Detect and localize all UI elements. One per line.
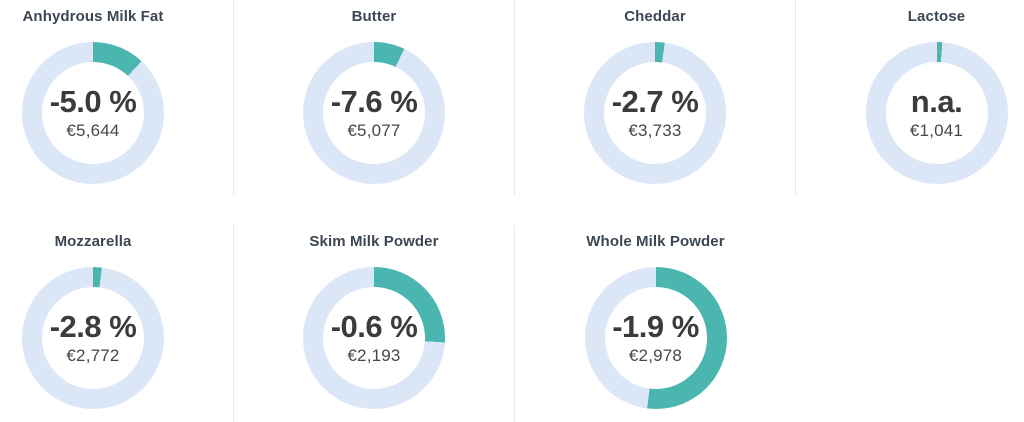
empty-cell (796, 225, 1024, 422)
change-percent-value: -2.7 % (611, 83, 699, 119)
gauge-tile-anhydrous-milk-fat: Anhydrous Milk Fat -5.0 % €5,644 (0, 0, 234, 195)
donut-hole: -2.7 % €3,733 (604, 62, 706, 164)
change-percent-value: -0.6 % (330, 308, 418, 344)
change-percent-value: -7.6 % (330, 83, 418, 119)
donut-chart: -2.7 % €3,733 (584, 42, 726, 184)
price-value: €1,041 (909, 120, 964, 140)
gauge-tile-whole-milk-powder: Whole Milk Powder -1.9 % €2,978 (515, 225, 796, 422)
price-value: €2,978 (628, 345, 683, 365)
gauge-tile-lactose: Lactose n.a. €1,041 (796, 0, 1024, 195)
gauge-title: Butter (351, 8, 397, 25)
gauge-tile-skim-milk-powder: Skim Milk Powder -0.6 % €2,193 (234, 225, 515, 422)
price-value: €5,644 (66, 120, 120, 140)
gauge-tile-butter: Butter -7.6 % €5,077 (234, 0, 515, 195)
gauge-title: Whole Milk Powder (586, 233, 725, 250)
price-value: €5,077 (347, 120, 401, 140)
donut-chart: -0.6 % €2,193 (303, 267, 445, 409)
change-percent-value: n.a. (910, 83, 963, 119)
donut-chart: -7.6 % €5,077 (303, 42, 445, 184)
donut-hole: -7.6 % €5,077 (323, 62, 425, 164)
gauge-tile-cheddar: Cheddar -2.7 % €3,733 (515, 0, 796, 195)
donut-hole: -5.0 % €5,644 (42, 62, 144, 164)
gauge-title: Skim Milk Powder (309, 233, 439, 250)
price-value: €2,193 (347, 345, 401, 365)
donut-hole: -2.8 % €2,772 (42, 287, 144, 389)
gauge-row-1: Anhydrous Milk Fat -5.0 % €5,644 Butter … (0, 0, 1024, 195)
donut-chart: -2.8 % €2,772 (22, 267, 164, 409)
gauge-title: Lactose (907, 8, 966, 25)
gauge-title: Anhydrous Milk Fat (22, 8, 164, 25)
change-percent-value: -5.0 % (49, 83, 137, 119)
donut-chart: n.a. €1,041 (865, 42, 1008, 184)
gauge-title: Cheddar (624, 8, 686, 25)
change-percent-value: -1.9 % (612, 308, 699, 344)
gauge-row-2: Mozzarella -2.8 % €2,772 Skim Milk Powde… (0, 225, 1024, 422)
donut-hole: -1.9 % €2,978 (604, 287, 707, 389)
donut-chart: -1.9 % €2,978 (584, 267, 727, 409)
gauge-tile-mozzarella: Mozzarella -2.8 % €2,772 (0, 225, 234, 422)
price-value: €2,772 (66, 345, 120, 365)
price-value: €3,733 (628, 120, 682, 140)
change-percent-value: -2.8 % (49, 308, 137, 344)
gauge-title: Mozzarella (54, 233, 132, 250)
donut-hole: n.a. €1,041 (885, 62, 988, 164)
donut-hole: -0.6 % €2,193 (323, 287, 425, 389)
donut-chart: -5.0 % €5,644 (22, 42, 164, 184)
